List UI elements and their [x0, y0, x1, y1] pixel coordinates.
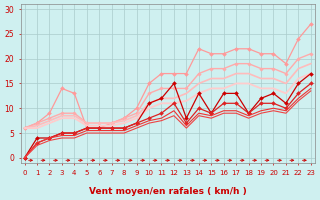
X-axis label: Vent moyen/en rafales ( km/h ): Vent moyen/en rafales ( km/h ) [89, 187, 247, 196]
